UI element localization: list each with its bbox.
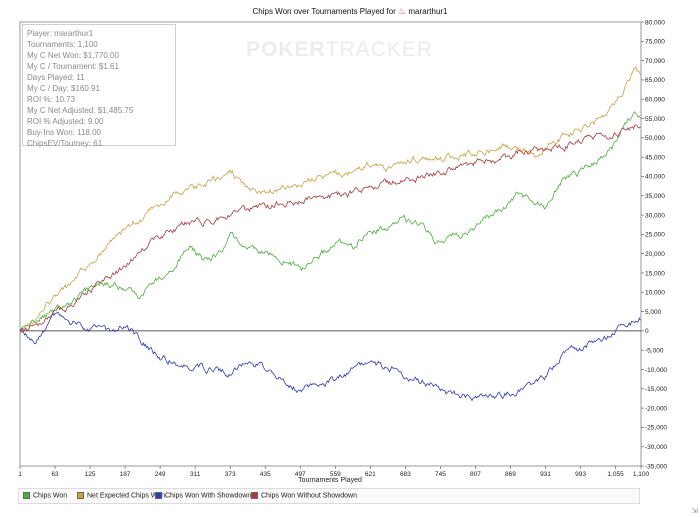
y-tick-label: 35,000 xyxy=(645,193,665,200)
pokertracker-watermark: POKERTRACKER xyxy=(246,38,433,62)
y-tick-label: -20,000 xyxy=(645,405,667,412)
y-tick-label: 30,000 xyxy=(645,212,665,219)
series-line xyxy=(19,124,641,333)
legend-label: Chips Won xyxy=(33,492,68,500)
stat-line: ROI % Adjusted: 9.00 xyxy=(27,117,104,126)
stat-line: ROI %: 10.73 xyxy=(27,95,76,104)
x-tick-label: 249 xyxy=(155,471,166,478)
x-tick-label: 125 xyxy=(85,471,96,478)
stat-line: My C Net Adjusted: $1,485.75 xyxy=(27,106,134,115)
legend-swatch xyxy=(77,492,84,499)
watermark-right: TRACKER xyxy=(325,38,434,61)
x-tick-label: 683 xyxy=(400,471,411,478)
legend-item[interactable]: Chips Won Without Showdown xyxy=(251,492,357,499)
y-tick-label: 45,000 xyxy=(645,154,665,161)
y-tick-label: 10,000 xyxy=(645,290,665,297)
stat-line: ChipsEV/Tourney: 61 xyxy=(27,139,103,148)
x-tick-label: 745 xyxy=(435,471,446,478)
y-tick-label: 80,000 xyxy=(645,19,665,26)
x-tick-label: 1,100 xyxy=(633,471,650,478)
y-tick-label: 75,000 xyxy=(645,39,665,46)
chart-title-player: mararthur1 xyxy=(408,7,448,16)
stats-panel: Player: mararthur1 Tournaments: 1,100 My C… xyxy=(22,24,176,148)
legend-label: Net Expected Chips Won xyxy=(87,492,166,500)
y-tick-label: 15,000 xyxy=(645,270,665,277)
y-tick-label: 55,000 xyxy=(645,116,665,123)
y-tick-label: 60,000 xyxy=(645,97,665,104)
legend-swatch xyxy=(251,492,258,499)
legend-label: Chips Won Without Showdown xyxy=(261,492,357,500)
series-line xyxy=(19,65,641,334)
series-line xyxy=(19,111,641,330)
y-tick-label: -10,000 xyxy=(645,367,667,374)
stat-line: Days Played: 11 xyxy=(27,73,85,82)
y-tick-label: 0 xyxy=(645,328,649,335)
y-tick-label: -35,000 xyxy=(645,463,667,470)
y-tick-label: -15,000 xyxy=(645,386,667,393)
y-tick-label: 65,000 xyxy=(645,77,665,84)
resize-grip-icon[interactable]: ⇲ xyxy=(691,506,698,515)
x-tick-label: 559 xyxy=(330,471,341,478)
x-tick-label: 931 xyxy=(540,471,551,478)
x-tick-label: 373 xyxy=(225,471,236,478)
x-tick-label: 621 xyxy=(365,471,376,478)
stat-line: Tournaments: 1,100 xyxy=(27,40,98,49)
x-tick-label: 311 xyxy=(190,471,201,478)
x-tick-label: 993 xyxy=(575,471,586,478)
legend-swatch xyxy=(155,492,162,499)
flame-icon: ♨ xyxy=(398,6,407,16)
x-tick-label: 435 xyxy=(260,471,271,478)
y-tick-label: 50,000 xyxy=(645,135,665,142)
stat-line: Player: mararthur1 xyxy=(27,29,94,38)
legend-item[interactable]: Chips Won xyxy=(23,492,67,499)
x-axis-title: Tournaments Played xyxy=(298,477,362,484)
watermark-left: POKER xyxy=(246,38,326,61)
legend-swatch xyxy=(23,492,30,499)
legend-item[interactable]: Net Expected Chips Won xyxy=(77,492,165,499)
y-tick-label: 5,000 xyxy=(645,309,662,316)
y-tick-label: -5,000 xyxy=(645,347,664,354)
chart-title: Chips Won over Tournaments Played for ♨ … xyxy=(0,6,700,17)
stat-line: My C / Day: $160.91 xyxy=(27,84,100,93)
x-tick-label: 497 xyxy=(295,471,306,478)
y-tick-label: -30,000 xyxy=(645,444,667,451)
x-tick-label: 807 xyxy=(470,471,481,478)
legend-item[interactable]: Chips Won With Showdown xyxy=(155,492,251,499)
legend-label: Chips Won With Showdown xyxy=(165,492,252,500)
y-tick-label: 70,000 xyxy=(645,58,665,65)
x-tick-label: 63 xyxy=(51,471,59,478)
plot-frame xyxy=(19,21,642,467)
stat-line: My C Net Won: $1,770.00 xyxy=(27,51,119,60)
x-tick-label: 1,055 xyxy=(607,471,624,478)
chart-legend: Chips Won Net Expected Chips Won Chips Won… xyxy=(18,488,640,504)
y-tick-label: 20,000 xyxy=(645,251,665,258)
y-tick-label: 25,000 xyxy=(645,232,665,239)
x-tick-label: 869 xyxy=(505,471,516,478)
stat-line: Buy-Ins Won: 118.00 xyxy=(27,128,101,137)
stat-line: My C / Tournament: $1.61 xyxy=(27,62,119,71)
y-tick-label: -25,000 xyxy=(645,425,667,432)
y-tick-label: 40,000 xyxy=(645,174,665,181)
series-line xyxy=(19,311,641,402)
chart-title-text: Chips Won over Tournaments Played for xyxy=(252,7,396,16)
x-tick-label: 187 xyxy=(120,471,131,478)
x-tick-label: 1 xyxy=(18,471,22,478)
